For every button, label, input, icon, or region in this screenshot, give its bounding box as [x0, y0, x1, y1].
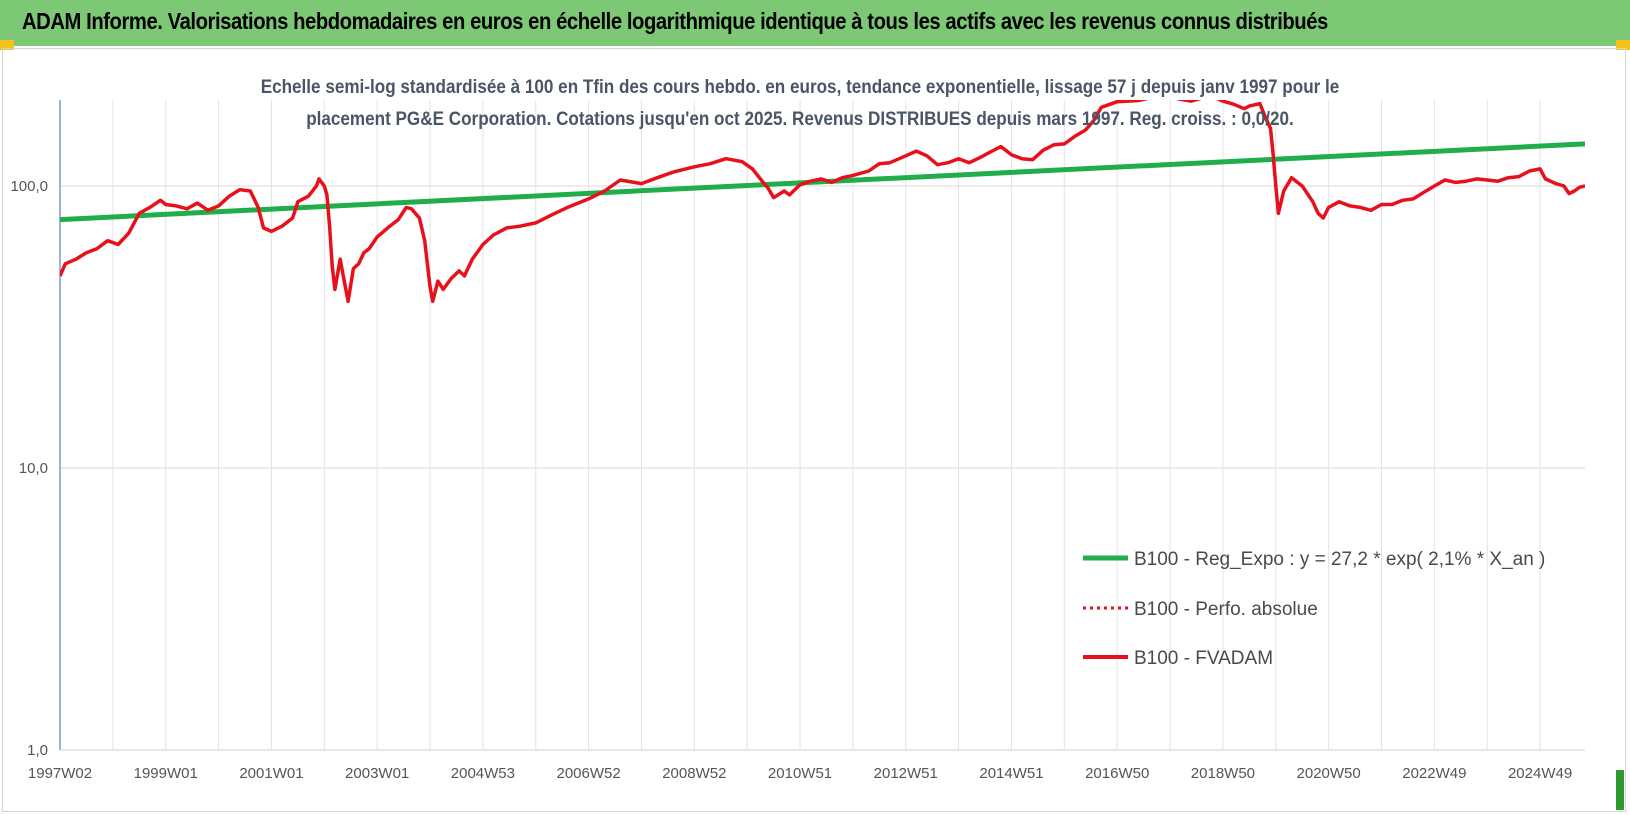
- x-tick-label-9: 2014W51: [979, 765, 1043, 782]
- right-edge-strip: [1616, 770, 1624, 810]
- x-tick-label-1: 1999W01: [134, 765, 198, 782]
- corner-marker-right: [1616, 40, 1630, 50]
- legend-label-2: B100 - FVADAM: [1134, 648, 1273, 669]
- series-lines: [60, 100, 1585, 304]
- legend-label-1: B100 - Perfo. absolue: [1134, 599, 1318, 620]
- y-tick-label-0: 1,0: [27, 742, 48, 759]
- x-tick-label-7: 2010W51: [768, 765, 832, 782]
- grid-lines: [59, 100, 1585, 751]
- chart-title: Echelle semi-log standardisée à 100 en T…: [242, 72, 1358, 136]
- x-tick-label-10: 2016W50: [1085, 765, 1149, 782]
- report-banner: ADAM Informe. Valorisations hebdomadaire…: [0, 0, 1630, 46]
- x-tick-label-3: 2003W01: [345, 765, 409, 782]
- x-tick-label-14: 2024W49: [1508, 765, 1572, 782]
- x-tick-label-4: 2004W53: [451, 765, 515, 782]
- corner-marker-left: [0, 40, 14, 50]
- report-title: ADAM Informe. Valorisations hebdomadaire…: [22, 8, 1328, 34]
- x-tick-label-13: 2022W49: [1402, 765, 1466, 782]
- series-line-0: [60, 141, 1585, 223]
- x-tick-label-2: 2001W01: [239, 765, 303, 782]
- x-tick-label-6: 2008W52: [662, 765, 726, 782]
- y-tick-labels: 1,0 10,0 100,0: [10, 178, 48, 759]
- x-tick-label-11: 2018W50: [1191, 765, 1255, 782]
- legend: B100 - Reg_Expo : y = 27,2 * exp( 2,1% *…: [1083, 549, 1545, 669]
- x-tick-label-5: 2006W52: [556, 765, 620, 782]
- chart-title-line-1: Echelle semi-log standardisée à 100 en T…: [260, 77, 1340, 98]
- x-tick-label-0: 1997W02: [28, 765, 92, 782]
- y-tick-label-2: 100,0: [10, 178, 48, 195]
- series-line-2: [60, 100, 1585, 304]
- chart-title-line-2: placement PG&E Corporation. Cotations ju…: [306, 109, 1294, 130]
- x-tick-labels: 1997W02 1999W01 2001W01 2003W01 2004W53 2006W…: [28, 765, 1572, 782]
- x-tick-label-12: 2020W50: [1297, 765, 1361, 782]
- legend-label-0: B100 - Reg_Expo : y = 27,2 * exp( 2,1% *…: [1134, 549, 1545, 570]
- chart-frame: [2, 48, 1626, 812]
- x-tick-label-8: 2012W51: [874, 765, 938, 782]
- y-tick-label-1: 10,0: [19, 460, 48, 477]
